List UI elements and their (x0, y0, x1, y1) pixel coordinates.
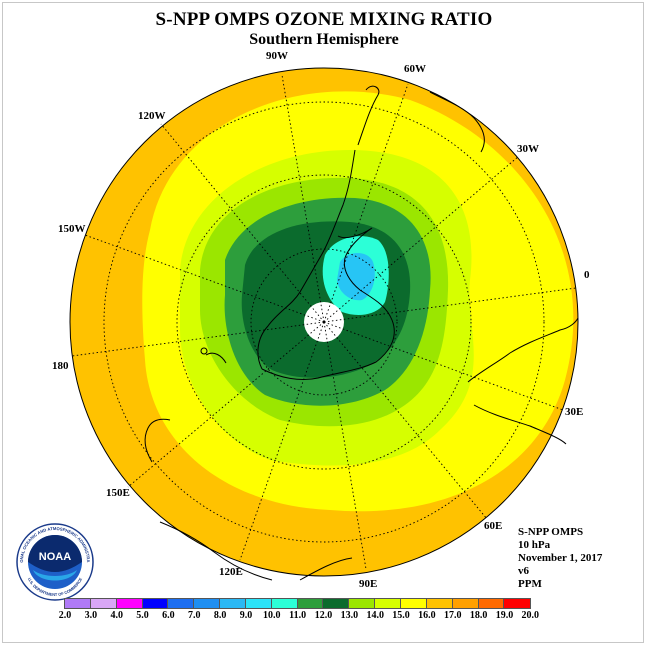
colorbar-label: 2.0 (58, 610, 72, 621)
colorbar-swatch (245, 599, 272, 608)
colorbar-swatch (452, 599, 479, 608)
info-units: PPM (518, 578, 542, 590)
colorbar-label: 16.0 (418, 610, 436, 621)
colorbar-swatch (142, 599, 169, 608)
ozone-field (70, 68, 578, 576)
colorbar-swatch (271, 599, 298, 608)
map-subtitle: Southern Hemisphere (249, 31, 399, 48)
colorbar-label: 6.0 (162, 610, 175, 621)
colorbar-swatch (426, 599, 453, 608)
noaa-logo: NOAA NATIONAL OCEANIC AND ATMOSPHERIC AD… (15, 522, 94, 601)
info-version: v6 (518, 565, 529, 577)
ozone-region-9 (337, 253, 375, 301)
colorbar-swatch (220, 599, 246, 608)
colorbar-swatch (168, 599, 195, 608)
colorbar-swatch (116, 599, 143, 608)
colorbar-label: 20.0 (521, 610, 540, 621)
colorbar-label: 13.0 (340, 610, 359, 621)
lon-label-30e: 30E (565, 406, 584, 418)
lon-label-150e: 150E (106, 487, 130, 499)
colorbar-swatch (400, 599, 427, 608)
map-boundary (69, 67, 579, 577)
colorbar-swatch (349, 599, 376, 608)
info-instrument: S-NPP OMPS (518, 526, 584, 538)
colorbar-label: 5.0 (136, 610, 149, 621)
colorbar-label: 7.0 (188, 610, 201, 621)
colorbar-label: 3.0 (84, 610, 98, 621)
colorbar-label: 11.0 (289, 610, 307, 621)
info-level: 10 hPa (518, 539, 551, 551)
colorbar-label: 14.0 (366, 610, 384, 621)
lon-label-180: 180 (52, 360, 69, 372)
colorbar-label: 15.0 (392, 610, 410, 621)
lon-label-0: 0 (584, 269, 590, 281)
map-title: S-NPP OMPS OZONE MIXING RATIO (155, 9, 493, 30)
colorbar-swatch (90, 599, 117, 608)
colorbar-swatch (297, 599, 324, 608)
lon-label-90w: 90W (266, 50, 288, 62)
colorbar-swatch (478, 599, 505, 608)
info-block: S-NPP OMPS 10 hPa November 1, 2017 v6 PP… (518, 526, 602, 591)
lon-label-60e: 60E (484, 520, 503, 532)
colorbar-swatch (194, 599, 221, 608)
info-date: November 1, 2017 (518, 552, 603, 564)
colorbar-swatch (375, 599, 401, 608)
colorbar-label: 4.0 (110, 610, 123, 621)
colorbar-label: 8.0 (213, 610, 227, 621)
noaa-logo-text: NOAA (39, 551, 71, 563)
south-pole-marker (322, 320, 326, 324)
colorbar-swatch (323, 599, 350, 608)
lon-label-90e: 90E (359, 578, 378, 590)
colorbar-label: 9.0 (239, 610, 253, 621)
colorbar-swatch (65, 599, 91, 608)
lon-label-120w: 120W (138, 110, 166, 122)
lon-label-30w: 30W (517, 143, 539, 155)
colorbar (64, 598, 532, 609)
colorbar-label: 12.0 (314, 610, 333, 621)
graticule (71, 74, 577, 570)
colorbar-label: 18.0 (469, 610, 488, 621)
lon-label-150w: 150W (58, 223, 86, 235)
colorbar-label: 17.0 (444, 610, 462, 621)
lon-label-60w: 60W (404, 63, 426, 75)
colorbar-swatch (504, 599, 531, 608)
colorbar-label: 19.0 (495, 610, 514, 621)
lon-label-120e: 120E (219, 566, 243, 578)
colorbar-label: 10.0 (263, 610, 281, 621)
